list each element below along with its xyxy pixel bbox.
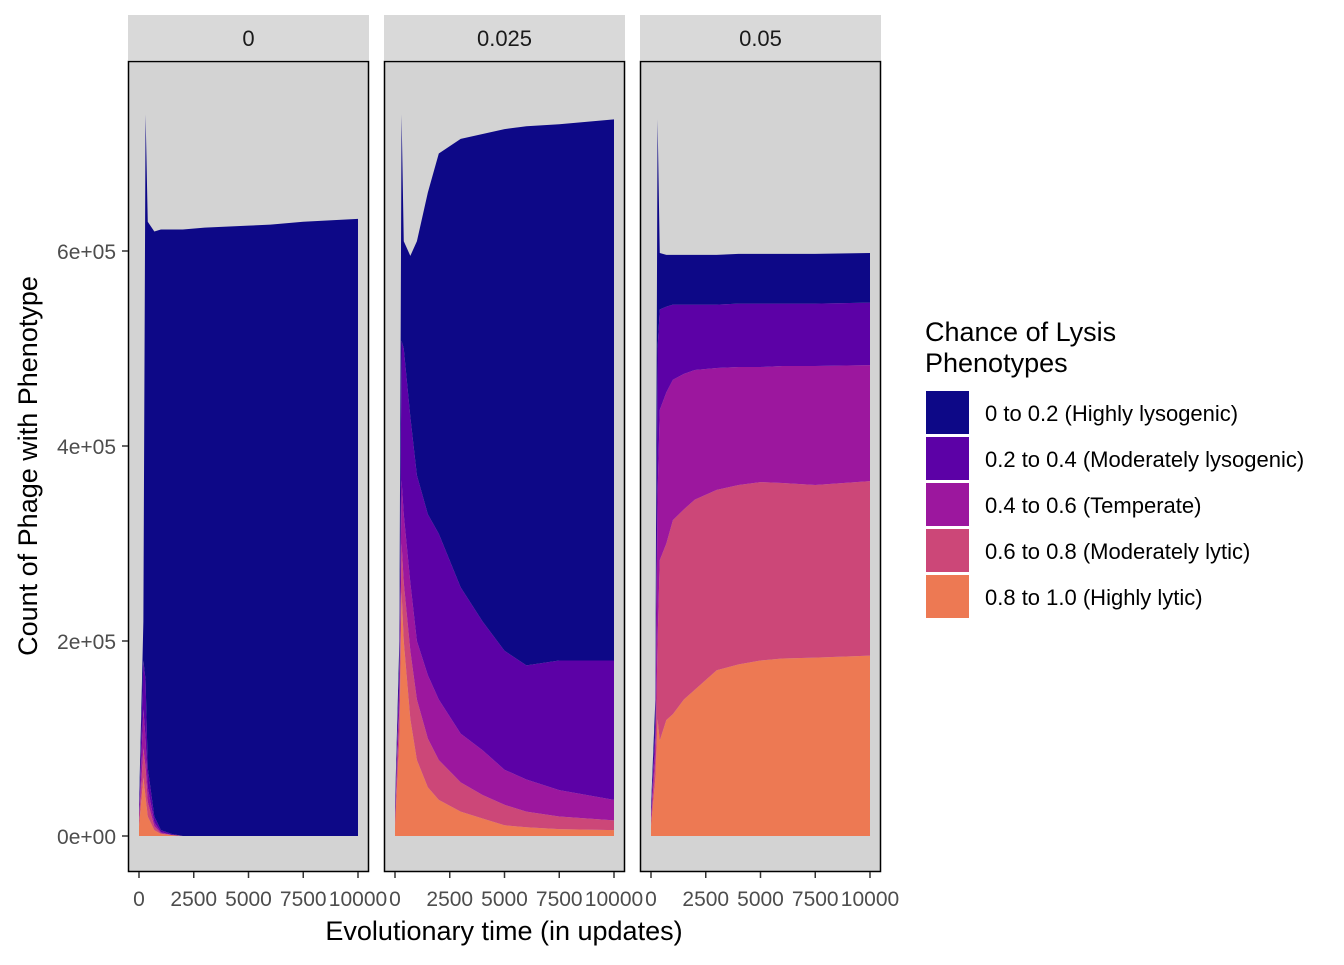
legend-label: 0.2 to 0.4 (Moderately lysogenic) xyxy=(985,447,1304,472)
legend-key xyxy=(926,529,969,572)
area-0-to-0-2-highly-lysogenic- xyxy=(651,119,870,812)
facet-strip-label: 0.025 xyxy=(477,26,532,51)
facet-panel-0.025: 0.025 0 2500 5000 7500 10000 xyxy=(383,15,643,911)
legend-label: 0.8 to 1.0 (Highly lytic) xyxy=(985,585,1203,610)
panel-border xyxy=(383,60,626,873)
panel-border xyxy=(127,60,370,873)
panel-border xyxy=(639,60,882,873)
legend-title: Chance of Lysis xyxy=(925,317,1116,347)
legend-key xyxy=(926,437,969,480)
y-tick-label: 0e+00 xyxy=(57,826,116,849)
x-tick-label: 0 xyxy=(645,888,657,911)
facet-panel-0: 0 0 2500 5000 7500 10000 0e+00 2e+05 4e+05 6e+05 xyxy=(57,15,387,911)
area-0-2-to-0-4-moderately-lysogenic- xyxy=(395,340,614,817)
legend-label: 0.6 to 0.8 (Moderately lytic) xyxy=(985,539,1250,564)
area-0-to-0-2-highly-lysogenic- xyxy=(395,114,614,812)
x-tick-label: 2500 xyxy=(426,888,473,911)
x-tick-label: 10000 xyxy=(841,888,899,911)
area-0-to-0-2-highly-lysogenic- xyxy=(139,114,358,836)
x-tick-label: 0 xyxy=(133,888,145,911)
area-0-8-to-1-0-highly-lytic- xyxy=(395,592,614,836)
legend-key xyxy=(926,391,969,434)
legend-label: 0 to 0.2 (Highly lysogenic) xyxy=(985,401,1238,426)
x-tick-label: 10000 xyxy=(585,888,643,911)
legend-label: 0.4 to 0.6 (Temperate) xyxy=(985,493,1201,518)
area-0-6-to-0-8-moderately-lytic- xyxy=(651,481,870,827)
x-tick-label: 0 xyxy=(389,888,401,911)
y-axis-title: Count of Phage with Phenotype xyxy=(13,276,43,656)
area-0-8-to-1-0-highly-lytic- xyxy=(651,655,870,836)
facet-panel-0.05: 0.05 0 2500 5000 7500 10000 xyxy=(639,15,899,911)
facet-strip xyxy=(128,15,369,60)
legend: Chance of Lysis Phenotypes 0 to 0.2 (High… xyxy=(925,317,1304,618)
x-axis-title: Evolutionary time (in updates) xyxy=(325,916,682,946)
y-tick-label: 2e+05 xyxy=(57,631,116,654)
x-tick-label: 5000 xyxy=(225,888,272,911)
legend-title: Phenotypes xyxy=(925,348,1068,378)
x-tick-label: 2500 xyxy=(682,888,729,911)
area-0-2-to-0-4-moderately-lysogenic- xyxy=(651,302,870,817)
area-0-4-to-0-6-temperate- xyxy=(395,480,614,822)
legend-key xyxy=(926,575,969,618)
area-0-4-to-0-6-temperate- xyxy=(651,365,870,822)
x-tick-label: 7500 xyxy=(792,888,839,911)
x-tick-label: 5000 xyxy=(737,888,784,911)
facet-strip-label: 0 xyxy=(242,26,254,51)
facet-strip-label: 0.05 xyxy=(739,26,782,51)
x-tick-label: 2500 xyxy=(170,888,217,911)
x-tick-label: 10000 xyxy=(329,888,387,911)
x-tick-label: 5000 xyxy=(481,888,528,911)
facet-panels: 00 2500 5000 7500 100000e+002e+054e+056e+050… xyxy=(57,15,899,911)
legend-key xyxy=(926,483,969,526)
facet-strip xyxy=(640,15,881,60)
y-tick-label: 4e+05 xyxy=(57,436,116,459)
facet-strip xyxy=(384,15,625,60)
x-tick-label: 7500 xyxy=(280,888,327,911)
y-tick-label: 6e+05 xyxy=(57,241,116,264)
x-tick-label: 7500 xyxy=(536,888,583,911)
